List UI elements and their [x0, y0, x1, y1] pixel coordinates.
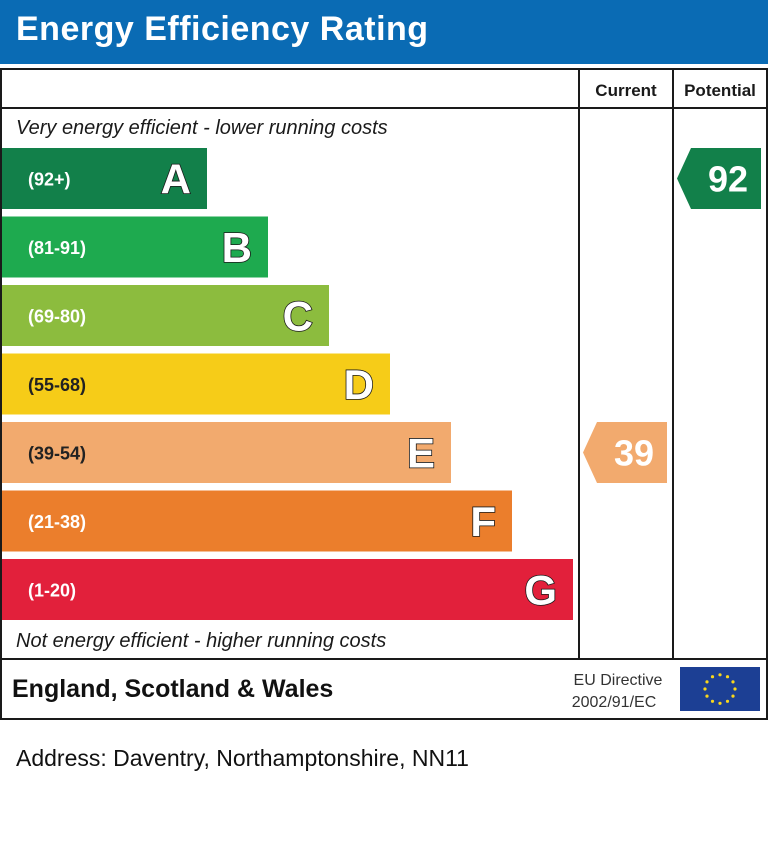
band-bar-a — [2, 148, 207, 209]
band-range-c: (69-80) — [28, 307, 86, 327]
band-bar-e — [2, 422, 451, 483]
eu-star — [725, 699, 730, 703]
eu-star — [718, 673, 722, 677]
property-address: Address: Daventry, Northamptonshire, NN1… — [16, 745, 469, 771]
band-letter-g: G — [524, 567, 557, 614]
chart-frame — [0, 68, 768, 720]
band-letter-a: A — [161, 156, 191, 203]
eu-star — [705, 680, 709, 684]
top-caption: Very energy efficient - lower running co… — [16, 117, 388, 139]
band-range-d: (55-68) — [28, 375, 86, 395]
eu-star — [731, 680, 735, 684]
band-range-g: (1-20) — [28, 581, 76, 601]
energy-rating-chart: Current Potential Very energy efficient … — [0, 68, 768, 720]
eu-star — [705, 694, 709, 698]
band-bar-d — [2, 353, 390, 415]
potential-column-header: Potential — [684, 81, 756, 100]
band-letter-e: E — [407, 430, 435, 477]
eu-star — [703, 687, 707, 691]
potential-rating-value: 92 — [708, 159, 748, 200]
band-bar-f — [2, 490, 512, 552]
eu-star — [718, 701, 722, 705]
band-letter-d: D — [344, 361, 374, 408]
directive-line-2: 2002/91/EC — [572, 694, 657, 711]
band-letter-c: C — [283, 293, 313, 340]
eu-flag-icon — [680, 667, 760, 711]
band-letter-f: F — [470, 498, 496, 545]
current-rating-arrow — [583, 422, 667, 483]
current-rating-value: 39 — [614, 433, 654, 474]
directive-line-1: EU Directive — [574, 672, 663, 689]
region-label: England, Scotland & Wales — [12, 675, 333, 703]
chart-header: Energy Efficiency Rating — [0, 0, 768, 64]
band-bar-g — [2, 559, 573, 620]
band-bar-b — [2, 216, 268, 278]
rating-bands: (92+) A (81-91) B (69-80) C (55-68) D (39-54) E (2… — [2, 148, 573, 620]
band-letter-b: B — [222, 224, 252, 271]
bottom-caption: Not energy efficient - higher running co… — [16, 630, 386, 652]
eu-star — [733, 687, 737, 691]
band-range-a: (92+) — [28, 170, 71, 190]
eu-star — [731, 694, 735, 698]
potential-rating-arrow — [677, 148, 761, 209]
current-column-header: Current — [595, 81, 657, 100]
band-bar-c — [2, 285, 329, 346]
chart-title: Energy Efficiency Rating — [16, 10, 429, 48]
band-range-b: (81-91) — [28, 238, 86, 258]
eu-star — [725, 675, 730, 679]
eu-star — [710, 699, 715, 703]
rating-indicators: 39 92 — [583, 148, 761, 483]
band-range-e: (39-54) — [28, 444, 86, 464]
eu-star — [710, 675, 715, 679]
band-range-f: (21-38) — [28, 512, 86, 532]
